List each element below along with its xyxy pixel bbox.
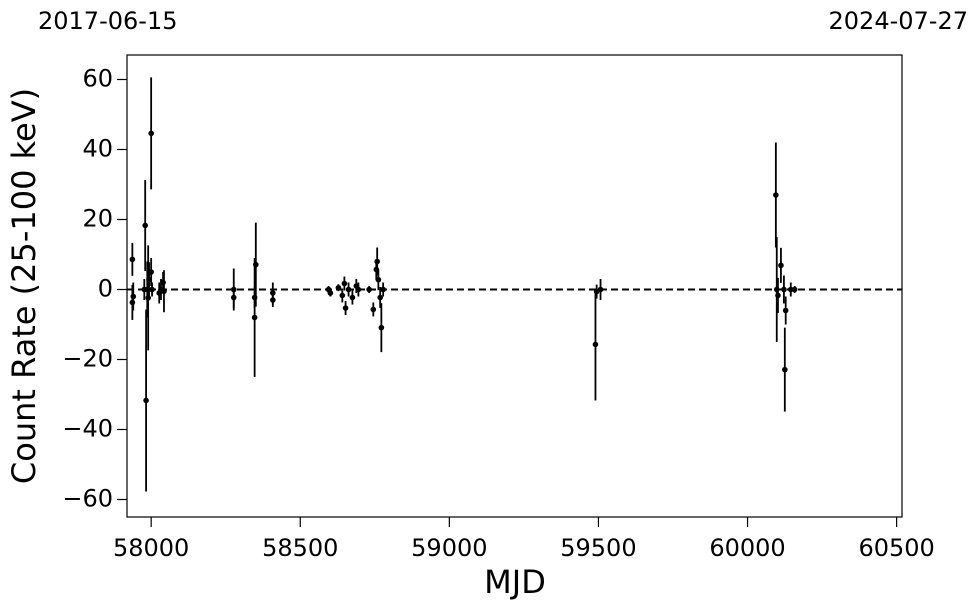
data-point — [781, 286, 787, 293]
data-point — [142, 222, 148, 229]
data-point — [787, 286, 794, 293]
y-tick-label: 20 — [82, 205, 113, 233]
data-point — [335, 284, 342, 291]
y-tick-label: −20 — [62, 345, 113, 373]
start-date-annotation: 2017-06-15 — [38, 7, 177, 35]
data-point — [270, 297, 276, 303]
data-point — [345, 286, 352, 293]
data-point — [143, 397, 149, 404]
data-point — [251, 314, 258, 321]
x-tick-label: 60000 — [709, 534, 785, 562]
data-point — [341, 280, 348, 287]
data-point — [355, 286, 362, 293]
y-axis-label: Count Rate (25-100 keV) — [5, 88, 43, 484]
data-point — [148, 130, 154, 137]
data-point — [161, 288, 167, 295]
data-point — [375, 276, 382, 283]
data-point — [378, 324, 385, 331]
y-tick-label: −60 — [62, 485, 113, 513]
data-point — [597, 286, 604, 293]
plot-frame — [126, 54, 903, 518]
data-point — [149, 286, 155, 293]
data-point — [370, 306, 377, 313]
data-point — [129, 256, 136, 263]
data-point — [374, 258, 380, 265]
data-point — [130, 293, 137, 300]
x-axis-label: MJD — [484, 563, 546, 601]
x-tick-label: 59500 — [560, 534, 636, 562]
x-tick-label: 58000 — [113, 534, 189, 562]
data-point — [349, 294, 356, 301]
data-point — [148, 269, 154, 275]
data-point — [230, 294, 237, 301]
data-point — [380, 286, 386, 293]
y-tick-label: 0 — [98, 275, 113, 303]
data-point — [327, 290, 334, 296]
x-tick-label: 59000 — [411, 534, 487, 562]
data-point — [342, 305, 349, 311]
y-tick-label: 40 — [82, 135, 113, 163]
data-point — [366, 286, 372, 293]
x-tick-label: 58500 — [262, 534, 338, 562]
y-tick-label: −40 — [62, 415, 113, 443]
end-date-annotation: 2024-07-27 — [829, 7, 968, 35]
data-point — [377, 294, 383, 301]
data-point — [339, 292, 346, 299]
data-point — [775, 292, 781, 299]
data-point — [773, 192, 779, 198]
data-point — [253, 261, 259, 268]
data-point — [782, 366, 788, 373]
data-point — [782, 307, 789, 314]
y-tick-label: 60 — [82, 65, 113, 93]
data-point — [791, 286, 798, 293]
x-tick-label: 60500 — [858, 534, 934, 562]
data-point — [592, 341, 599, 348]
data-point — [778, 262, 784, 269]
